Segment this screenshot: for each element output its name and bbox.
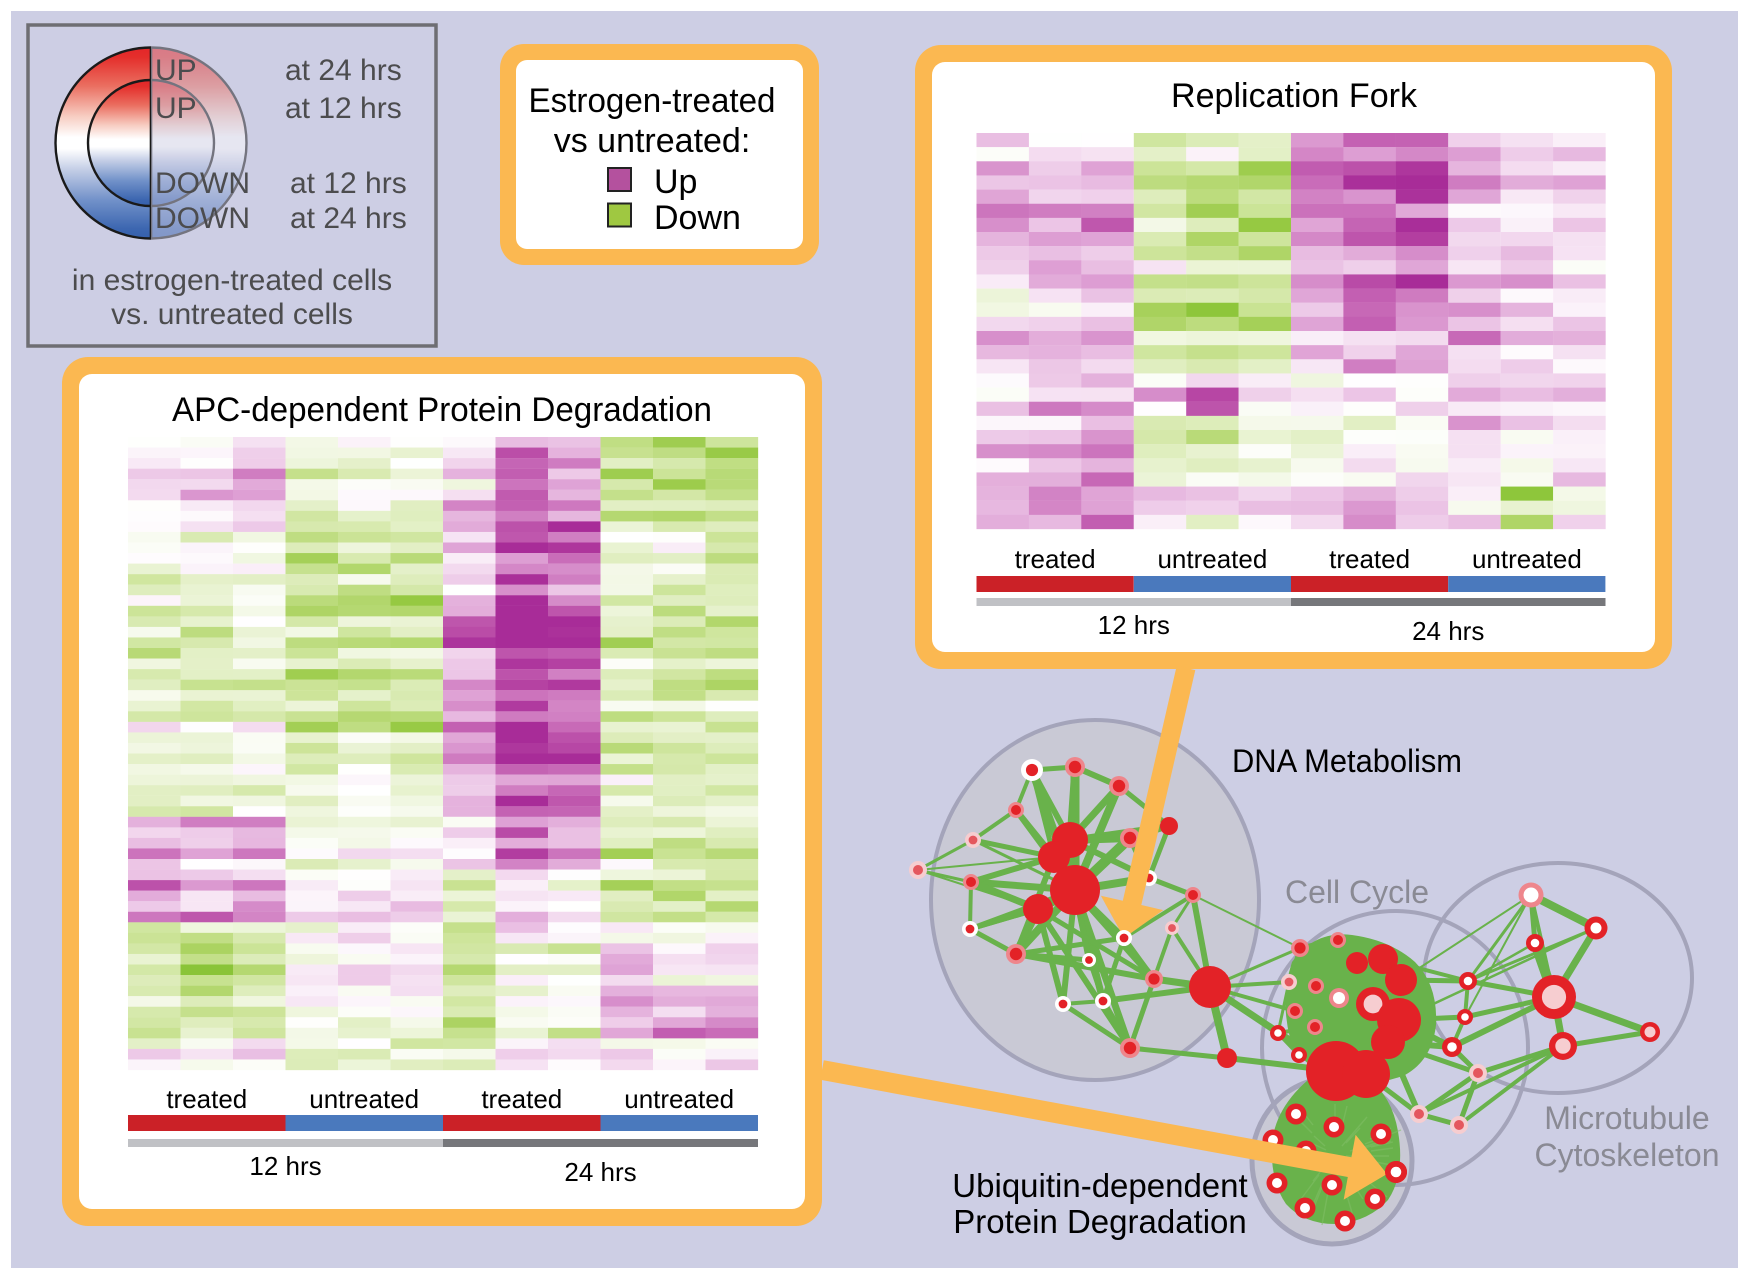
svg-text:treated: treated xyxy=(1329,544,1410,574)
svg-text:untreated: untreated xyxy=(624,1084,734,1114)
svg-text:Cytoskeleton: Cytoskeleton xyxy=(1535,1137,1720,1173)
svg-text:DOWN: DOWN xyxy=(155,202,250,235)
svg-text:treated: treated xyxy=(1015,544,1096,574)
svg-text:APC-dependent Protein Degradat: APC-dependent Protein Degradation xyxy=(172,391,712,429)
svg-text:Replication Fork: Replication Fork xyxy=(1171,77,1418,115)
svg-text:24 hrs: 24 hrs xyxy=(564,1157,636,1187)
svg-text:Cell Cycle: Cell Cycle xyxy=(1285,874,1429,910)
svg-text:Ubiquitin-dependent: Ubiquitin-dependent xyxy=(952,1167,1247,1204)
svg-text:at 12 hrs: at 12 hrs xyxy=(290,167,407,200)
svg-text:untreated: untreated xyxy=(1157,544,1267,574)
svg-text:treated: treated xyxy=(481,1084,562,1114)
svg-text:Protein Degradation: Protein Degradation xyxy=(953,1203,1247,1240)
svg-text:vs untreated:: vs untreated: xyxy=(554,122,751,160)
svg-text:in estrogen-treated cells: in estrogen-treated cells xyxy=(72,264,392,297)
svg-text:at 12 hrs: at 12 hrs xyxy=(285,92,402,125)
svg-text:DOWN: DOWN xyxy=(155,167,250,200)
svg-text:Estrogen-treated: Estrogen-treated xyxy=(529,82,776,120)
svg-text:DNA Metabolism: DNA Metabolism xyxy=(1232,743,1462,779)
svg-text:treated: treated xyxy=(166,1084,247,1114)
svg-text:Up: Up xyxy=(654,163,697,201)
svg-text:12 hrs: 12 hrs xyxy=(1098,610,1170,640)
svg-text:at 24 hrs: at 24 hrs xyxy=(290,202,407,235)
svg-text:at 24 hrs: at 24 hrs xyxy=(285,54,402,87)
svg-text:UP: UP xyxy=(155,92,197,125)
svg-text:untreated: untreated xyxy=(309,1084,419,1114)
svg-text:vs. untreated cells: vs. untreated cells xyxy=(111,298,353,331)
svg-text:24 hrs: 24 hrs xyxy=(1412,616,1484,646)
svg-text:12 hrs: 12 hrs xyxy=(249,1151,321,1181)
svg-text:untreated: untreated xyxy=(1472,544,1582,574)
svg-text:Down: Down xyxy=(654,199,741,237)
svg-text:UP: UP xyxy=(155,54,197,87)
svg-text:Microtubule: Microtubule xyxy=(1544,1100,1709,1136)
